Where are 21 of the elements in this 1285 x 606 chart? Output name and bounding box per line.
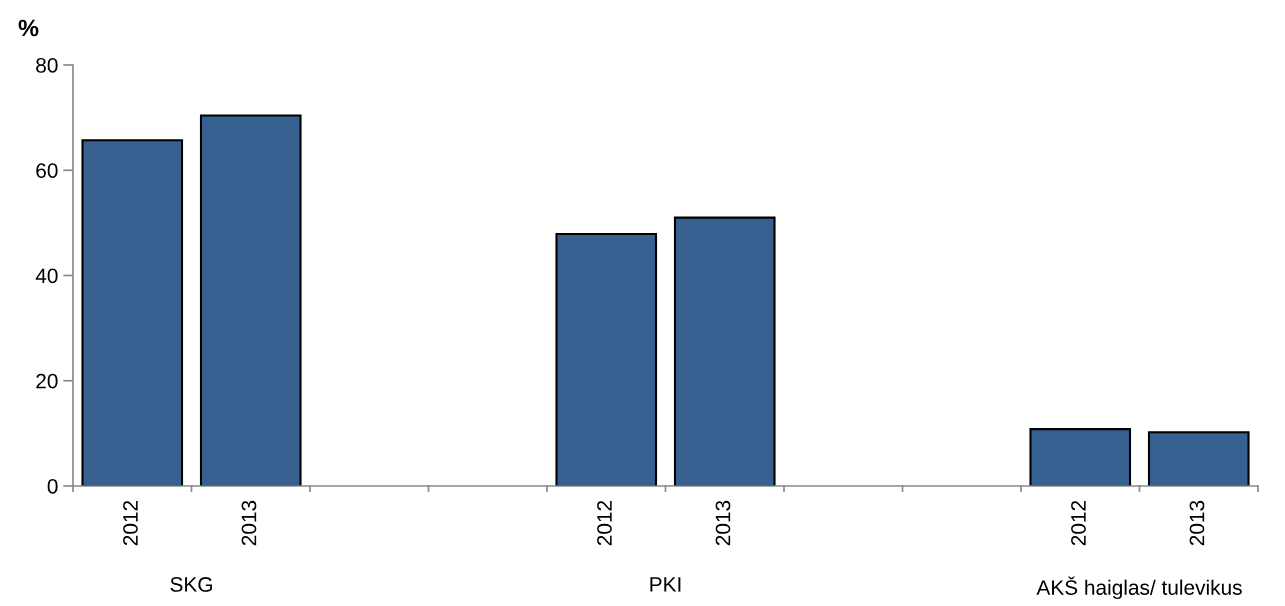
y-tick-label: 40 (35, 268, 58, 284)
x-tick-label: 2013 (241, 500, 257, 546)
y-tick-label: 0 (47, 479, 58, 494)
bar (555, 232, 658, 486)
x-tick-label: 2012 (597, 500, 612, 546)
bar (199, 114, 302, 486)
y-tick-label: 20 (36, 373, 58, 389)
bar (81, 139, 184, 486)
bar (1029, 428, 1132, 486)
x-tick-label: 2013 (1189, 500, 1205, 546)
text: AKŠ haiglas/ tulevikus (1036, 576, 1242, 600)
bar (1147, 431, 1250, 486)
bar (673, 216, 776, 486)
y-tick-label: 80 (36, 58, 58, 73)
y-axis-title: % (18, 19, 39, 37)
text: PKI (650, 577, 681, 592)
text: SKG (170, 577, 212, 592)
y-tick-label: 60 (36, 163, 58, 178)
x-tick-label: 2013 (715, 500, 731, 546)
x-tick-label: 2012 (1071, 500, 1086, 546)
x-tick-label: 2012 (123, 500, 138, 546)
